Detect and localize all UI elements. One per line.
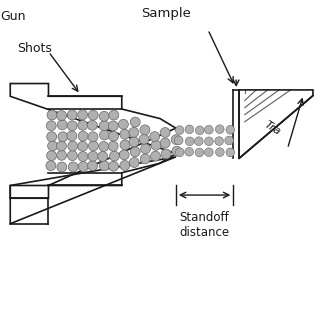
Circle shape — [215, 148, 224, 156]
Circle shape — [47, 151, 57, 161]
Circle shape — [174, 136, 183, 145]
Circle shape — [171, 135, 181, 145]
Circle shape — [78, 110, 88, 120]
Circle shape — [100, 161, 109, 171]
Circle shape — [78, 141, 88, 151]
Circle shape — [225, 136, 234, 145]
Circle shape — [204, 148, 213, 156]
Text: Standoff
distance: Standoff distance — [180, 211, 230, 239]
Circle shape — [57, 150, 67, 160]
Circle shape — [99, 121, 109, 131]
Circle shape — [57, 120, 67, 130]
Circle shape — [68, 151, 77, 161]
Circle shape — [172, 146, 182, 156]
Circle shape — [78, 120, 88, 130]
Circle shape — [204, 125, 213, 134]
Circle shape — [88, 132, 98, 142]
Circle shape — [78, 162, 88, 172]
Circle shape — [57, 162, 67, 172]
Circle shape — [120, 140, 130, 150]
Circle shape — [129, 127, 139, 137]
Circle shape — [87, 120, 97, 130]
Circle shape — [67, 131, 77, 141]
Circle shape — [130, 117, 140, 127]
Circle shape — [68, 162, 78, 172]
Circle shape — [151, 140, 161, 150]
Circle shape — [88, 151, 98, 161]
Circle shape — [78, 152, 88, 162]
Circle shape — [120, 161, 130, 170]
Circle shape — [160, 128, 170, 137]
Circle shape — [108, 161, 118, 171]
Circle shape — [47, 110, 57, 120]
Circle shape — [46, 161, 56, 171]
Circle shape — [129, 137, 139, 147]
Circle shape — [139, 134, 149, 144]
Circle shape — [204, 137, 213, 146]
Circle shape — [141, 144, 151, 154]
Circle shape — [161, 149, 171, 159]
Circle shape — [185, 125, 194, 134]
Circle shape — [120, 129, 130, 139]
Circle shape — [130, 147, 140, 157]
Circle shape — [108, 121, 118, 131]
Circle shape — [88, 161, 98, 171]
Circle shape — [88, 141, 98, 151]
Circle shape — [175, 126, 184, 134]
Circle shape — [48, 141, 58, 151]
Text: Shots: Shots — [17, 42, 52, 55]
Text: Sample: Sample — [141, 7, 191, 20]
Circle shape — [78, 131, 88, 141]
Circle shape — [46, 121, 56, 131]
Circle shape — [47, 132, 57, 141]
Circle shape — [99, 141, 109, 151]
Text: Gun: Gun — [1, 10, 26, 23]
Circle shape — [99, 111, 109, 121]
Circle shape — [160, 138, 170, 148]
Circle shape — [108, 131, 118, 141]
Circle shape — [67, 121, 77, 131]
Circle shape — [57, 141, 67, 151]
Circle shape — [195, 148, 204, 157]
Circle shape — [226, 125, 235, 134]
Circle shape — [88, 110, 98, 120]
Circle shape — [68, 141, 78, 151]
Circle shape — [109, 151, 119, 161]
Circle shape — [140, 154, 150, 164]
Circle shape — [57, 111, 67, 120]
Circle shape — [118, 119, 128, 129]
Circle shape — [196, 126, 204, 135]
Circle shape — [226, 148, 235, 157]
Circle shape — [195, 137, 203, 146]
Circle shape — [98, 151, 108, 161]
Circle shape — [185, 137, 194, 146]
Circle shape — [150, 132, 160, 141]
Circle shape — [67, 110, 77, 120]
Circle shape — [215, 137, 223, 146]
Circle shape — [185, 148, 194, 156]
Circle shape — [108, 141, 118, 151]
Circle shape — [215, 125, 224, 133]
Circle shape — [140, 125, 150, 135]
Text: Tra: Tra — [262, 119, 282, 137]
Circle shape — [100, 130, 109, 140]
Circle shape — [129, 157, 139, 167]
Circle shape — [109, 110, 119, 120]
Circle shape — [119, 150, 129, 160]
Circle shape — [58, 132, 68, 142]
Circle shape — [175, 148, 184, 157]
Circle shape — [150, 151, 160, 161]
